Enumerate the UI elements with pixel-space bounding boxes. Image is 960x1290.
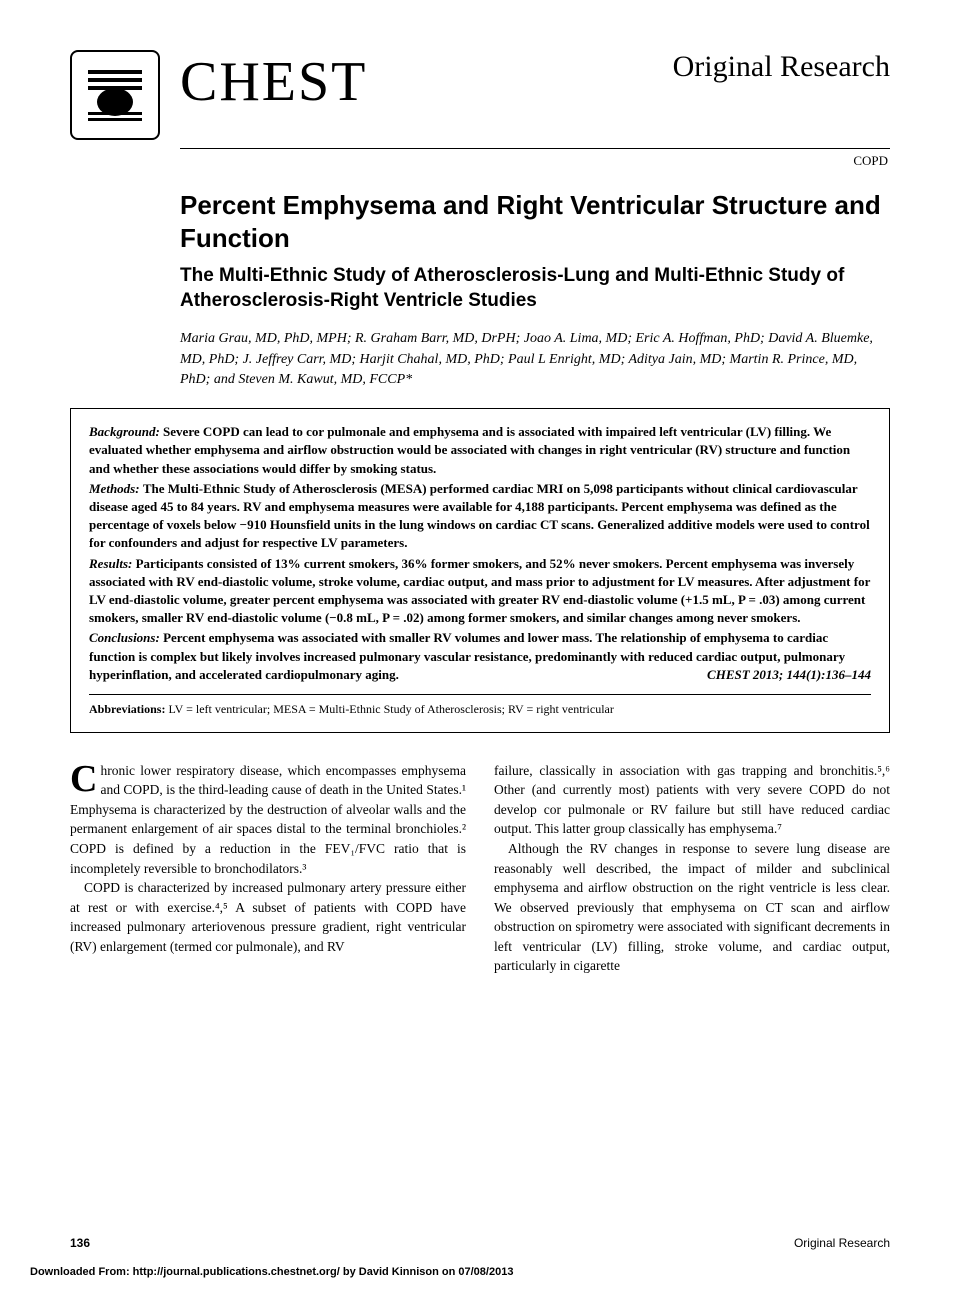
abbreviations-label: Abbreviations: (89, 702, 165, 716)
background-text: Severe COPD can lead to cor pulmonale an… (89, 424, 850, 475)
journal-logo (70, 50, 160, 140)
journal-name: CHEST (180, 50, 673, 114)
body-para-1-text: hronic lower respiratory disease, which … (70, 763, 466, 876)
footer-section: Original Research (794, 1236, 890, 1250)
body-column-right: failure, classically in association with… (494, 761, 890, 976)
article-title: Percent Emphysema and Right Ventricular … (180, 189, 890, 254)
page-number: 136 (70, 1236, 90, 1250)
dropcap: C (70, 761, 100, 795)
header-rule (180, 148, 890, 149)
methods-label: Methods: (89, 481, 140, 496)
download-note: Downloaded From: http://journal.publicat… (30, 1266, 513, 1278)
subsection-label: COPD (70, 153, 888, 169)
body-para-3: failure, classically in association with… (494, 761, 890, 839)
body-column-left: Chronic lower respiratory disease, which… (70, 761, 466, 976)
authors-list: Maria Grau, MD, PhD, MPH; R. Graham Barr… (180, 329, 890, 390)
conclusions-label: Conclusions: (89, 630, 160, 645)
body-para-2: COPD is characterized by increased pulmo… (70, 878, 466, 956)
abstract-methods: Methods: The Multi-Ethnic Study of Ather… (89, 480, 871, 553)
methods-text: The Multi-Ethnic Study of Atherosclerosi… (89, 481, 870, 551)
header-row: CHEST Original Research (70, 50, 890, 140)
abstract-box: Background: Severe COPD can lead to cor … (70, 408, 890, 732)
abstract-background: Background: Severe COPD can lead to cor … (89, 423, 871, 478)
abstract-results: Results: Participants consisted of 13% c… (89, 555, 871, 628)
background-label: Background: (89, 424, 160, 439)
body-para-4: Although the RV changes in response to s… (494, 839, 890, 976)
abbreviations: Abbreviations: LV = left ventricular; ME… (89, 701, 871, 718)
body-para-1: Chronic lower respiratory disease, which… (70, 761, 466, 878)
section-label: Original Research (673, 50, 890, 84)
abstract-conclusions: Conclusions: Percent emphysema was assoc… (89, 629, 871, 684)
abbrev-rule (89, 694, 871, 695)
body-columns: Chronic lower respiratory disease, which… (70, 761, 890, 976)
title-block: Percent Emphysema and Right Ventricular … (180, 189, 890, 390)
results-label: Results: (89, 556, 132, 571)
chest-logo-icon (80, 60, 150, 130)
abbreviations-text: LV = left ventricular; MESA = Multi-Ethn… (168, 702, 613, 716)
page-footer: 136 Original Research (70, 1236, 890, 1250)
citation: CHEST 2013; 144(1):136–144 (707, 666, 871, 684)
results-text: Participants consisted of 13% current sm… (89, 556, 870, 626)
article-subtitle: The Multi-Ethnic Study of Atherosclerosi… (180, 264, 890, 313)
